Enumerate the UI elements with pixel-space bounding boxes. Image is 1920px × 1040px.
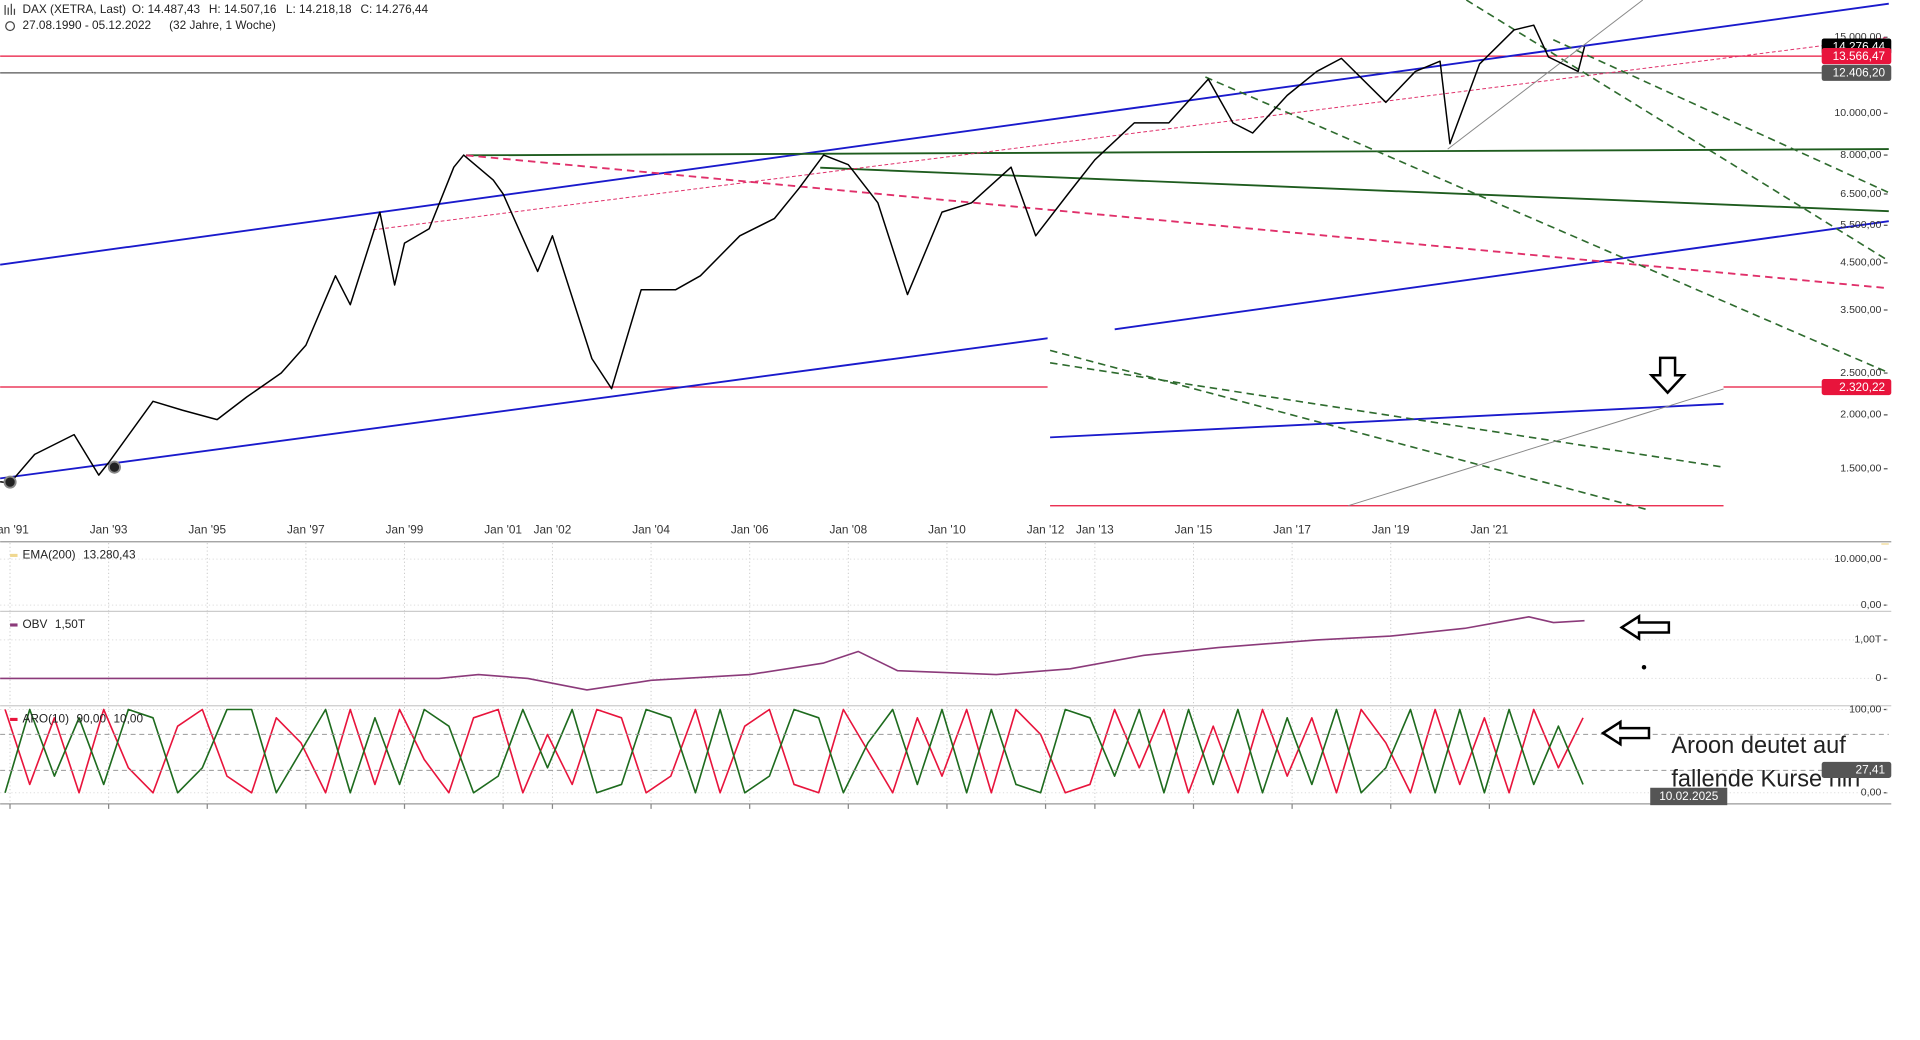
y-tick-label: 8.000,00: [1840, 149, 1881, 161]
cursor-date: 10.02.2025: [1659, 789, 1718, 803]
trend-line: [466, 148, 1889, 157]
date-span: (32 Jahre, 1 Woche): [169, 18, 276, 32]
annotations: Aroon deutet auf fallende Kurse hin 10.0…: [1600, 614, 1860, 806]
trend-line: [372, 36, 1889, 231]
low: L: 14.218,18: [286, 2, 352, 16]
x-tick-label: Jan '91: [0, 523, 29, 537]
inset: [1047, 332, 1724, 511]
price-label-box: [1821, 761, 1892, 779]
x-tick-label: Jan '06: [731, 523, 769, 537]
price-label: 2.320,22: [1839, 380, 1885, 394]
symbol: DAX (XETRA, Last): [23, 2, 127, 16]
y-tick-label: 10.000,00: [1834, 553, 1881, 565]
aroon-levels: [0, 733, 1889, 771]
x-tick-label: Jan '08: [829, 523, 867, 537]
price-label: 13.566,47: [1833, 49, 1885, 63]
x-tick-label: Jan '10: [928, 523, 966, 537]
series-value-label: 90,00: [77, 712, 107, 726]
y-tick-label: 1.500,00: [1840, 463, 1881, 475]
trend-line: [1114, 220, 1889, 331]
inset-line: [1049, 362, 1724, 468]
markers: [3, 460, 121, 489]
y-tick-label: 0,00: [1861, 599, 1882, 611]
x-tick-label: Jan '95: [188, 523, 226, 537]
price-label-box: [1821, 64, 1892, 81]
point-marker: [3, 475, 17, 489]
price-label-box: [1821, 48, 1892, 65]
y-tick-label: 2.000,00: [1840, 409, 1881, 421]
inset-line: [1348, 388, 1724, 507]
chart-icon: [4, 3, 16, 15]
open: O: 14.487,43: [132, 2, 201, 16]
x-tick-label: Jan '97: [287, 523, 325, 537]
indicator-line: [4, 708, 1584, 794]
x-tick-label: Jan '93: [90, 523, 128, 537]
y-tick-label: 6.500,00: [1840, 188, 1881, 200]
y-tick-label: 0,00: [1861, 787, 1882, 799]
left-arrow: [1600, 719, 1651, 747]
y-tick-label: 2.500,00: [1840, 367, 1881, 379]
y-tick-label: 3.500,00: [1840, 304, 1881, 316]
annotation-text: Aroon deutet auf: [1671, 733, 1846, 759]
inset-line: [1050, 402, 1724, 439]
x-tick-label: Jan '12: [1027, 523, 1065, 537]
indicator-label: ARO(10): [23, 712, 70, 726]
y-tick-label: 4.500,00: [1840, 257, 1881, 269]
indicator-line: [0, 615, 1585, 691]
trend-line: [1205, 76, 1890, 374]
close: C: 14.276,44: [360, 2, 428, 16]
indicator-line: [4, 708, 1584, 794]
high: H: 14.507,16: [209, 2, 277, 16]
trend-line: [0, 337, 1051, 480]
price-line: [0, 24, 1586, 484]
price-label: 12.406,20: [1833, 66, 1886, 80]
indicator-value: 13.280,43: [83, 548, 136, 562]
trend-line: [1465, 0, 1890, 262]
x-tick-label: Jan '17: [1273, 523, 1311, 537]
y-tick-label: 10.000,00: [1834, 107, 1881, 119]
trend-lines: [0, 0, 1890, 480]
x-tick-label: Jan '19: [1372, 523, 1410, 537]
indicator-label: OBV: [23, 617, 48, 631]
x-tick-label: Jan '99: [386, 523, 424, 537]
y-tick-label: 5.500,00: [1840, 219, 1881, 231]
x-tick-label: Jan '02: [534, 523, 572, 537]
trend-line: [466, 154, 1889, 290]
left-arrow: [1619, 614, 1671, 641]
price-label-box: [1821, 378, 1892, 396]
series-value-label: 1,50T: [55, 617, 85, 631]
x-tick-label: Jan '15: [1175, 523, 1213, 537]
price-label: 27,41: [1856, 763, 1886, 777]
x-tick-label: Jan '01: [484, 523, 522, 537]
trend-line: [0, 2, 1889, 266]
panel-separators: [0, 541, 1892, 805]
dot: [1641, 665, 1647, 670]
trend-line: [1447, 0, 1644, 150]
y-tick-label: 100,00: [1849, 703, 1881, 715]
labels: Jan '91 Jan '93 Jan '95 Jan '97 Jan '99 Jan '…: [0, 31, 1892, 799]
clock-icon: [5, 21, 16, 32]
date-range: 27.08.1990 - 05.12.2022: [23, 18, 152, 32]
trend-line: [820, 166, 1889, 213]
y-tick-label: 1,00T: [1854, 634, 1882, 646]
down-arrow: [1648, 356, 1687, 395]
series: [0, 24, 1889, 794]
y-tick-label: 0: [1875, 672, 1881, 684]
header: DAX (XETRA, Last) O: 14.487,43 H: 14.507…: [4, 2, 428, 32]
inset-line: [1049, 349, 1647, 511]
x-tick-label: Jan '13: [1076, 523, 1114, 537]
series-value-label: 10,00: [113, 712, 143, 726]
cursor-date-box: [1650, 787, 1728, 806]
x-tick-label: Jan '04: [632, 523, 670, 537]
x-tick-label: Jan '21: [1471, 523, 1509, 537]
point-marker: [107, 460, 121, 474]
indicator-label: EMA(200): [23, 548, 76, 562]
